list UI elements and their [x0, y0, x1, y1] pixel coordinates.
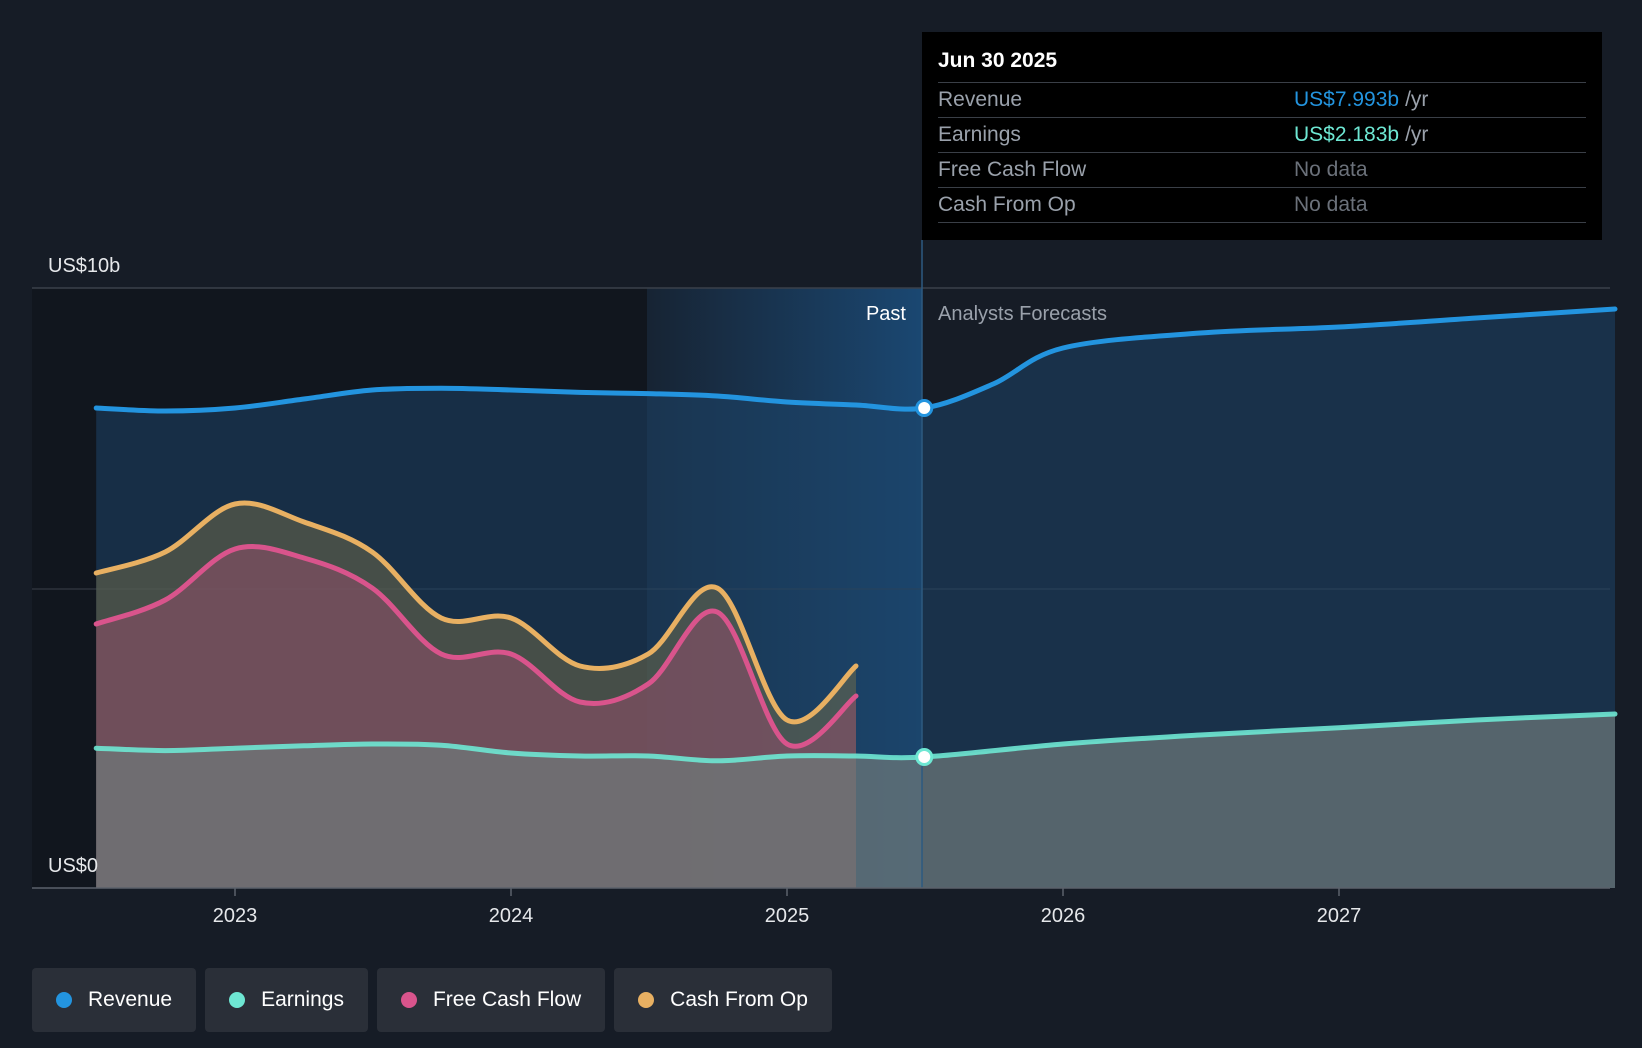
tooltip-row-free-cash-flow: Free Cash Flow No data	[938, 153, 1586, 188]
tooltip-label: Cash From Op	[938, 193, 1076, 216]
legend-item-cash-from-op[interactable]: Cash From Op	[614, 968, 832, 1032]
revenue-line	[93, 306, 1618, 414]
tooltip-row-earnings: Earnings US$2.183b /yr	[938, 118, 1586, 153]
legend-item-earnings[interactable]: Earnings	[205, 968, 368, 1032]
tooltip-row-revenue: Revenue US$7.993b /yr	[938, 83, 1586, 118]
y-axis-top-label: US$10b	[48, 255, 120, 277]
earnings-area	[96, 714, 1616, 888]
earnings-marker[interactable]	[915, 748, 934, 767]
legend: Revenue Earnings Free Cash Flow Cash Fro…	[32, 968, 832, 1032]
chart: 2023 2024 2025 2026 2027 US$10b US$0 Past An…	[32, 240, 1618, 927]
legend-dot-icon	[229, 992, 246, 1008]
free-cash-flow-line	[93, 544, 859, 749]
legend-item-free-cash-flow[interactable]: Free Cash Flow	[376, 968, 606, 1032]
tooltip-row-cash-from-op: Cash From Op No data	[938, 188, 1586, 223]
earnings-line	[93, 711, 1618, 764]
tooltip-date: Jun 30 2025	[938, 46, 1586, 83]
x-tick-label-2024: 2024	[489, 905, 534, 927]
legend-label: Revenue	[88, 988, 173, 1011]
tooltip-label: Free Cash Flow	[938, 158, 1087, 181]
tooltip-value: US$2.183b	[1294, 123, 1400, 146]
legend-label: Earnings	[261, 988, 344, 1011]
x-tick-label-2027: 2027	[1317, 905, 1362, 927]
x-tick-label-2025: 2025	[765, 905, 810, 927]
x-tick-label-2026: 2026	[1041, 905, 1086, 927]
tooltip: Jun 30 2025 Revenue US$7.993b /yr Earnin…	[922, 32, 1602, 240]
legend-label: Cash From Op	[670, 988, 808, 1011]
tooltip-unit: /yr	[1405, 123, 1429, 146]
forecast-label: Analysts Forecasts	[938, 303, 1107, 325]
legend-dot-icon	[56, 992, 72, 1008]
legend-dot-icon	[638, 992, 655, 1008]
tooltip-label: Earnings	[938, 123, 1021, 146]
past-label: Past	[866, 303, 906, 325]
tooltip-value: No data	[1294, 193, 1368, 216]
legend-dot-icon	[400, 992, 417, 1008]
revenue-marker[interactable]	[915, 399, 934, 417]
legend-label: Free Cash Flow	[432, 988, 582, 1011]
x-tick-label-2023: 2023	[213, 905, 258, 927]
tooltip-label: Revenue	[938, 88, 1023, 111]
tooltip-unit: /yr	[1405, 88, 1429, 111]
legend-item-revenue[interactable]: Revenue	[32, 968, 197, 1032]
y-axis-bottom-label: US$0	[48, 855, 98, 877]
cash-from-op-line	[93, 500, 859, 725]
tooltip-value: No data	[1294, 158, 1368, 181]
tooltip-value: US$7.993b	[1294, 88, 1400, 111]
